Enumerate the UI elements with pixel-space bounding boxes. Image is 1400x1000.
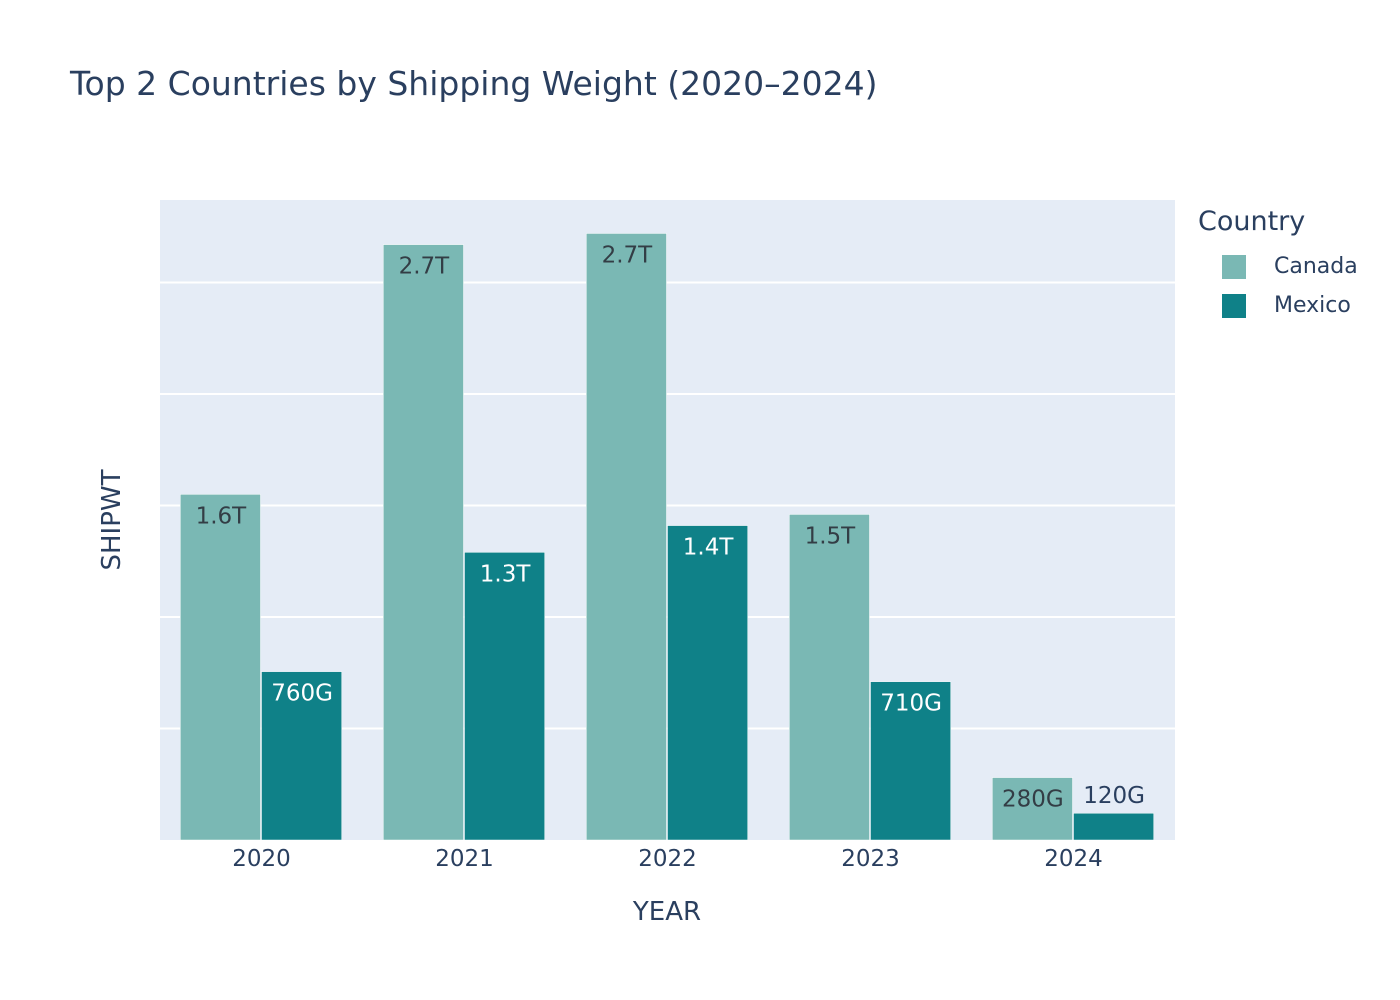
legend-swatch-mexico xyxy=(1222,293,1246,318)
x-tick-2020: 2020 xyxy=(232,846,291,872)
x-tick-2024: 2024 xyxy=(1044,846,1103,872)
data-label-mexico-2023: 710G xyxy=(880,691,942,717)
data-label-canada-2020: 1.6T xyxy=(196,503,248,529)
data-label-canada-2022: 2.7T xyxy=(602,242,654,268)
legend-title: Country xyxy=(1198,206,1306,237)
x-tick-2021: 2021 xyxy=(435,846,494,872)
legend-label-canada: Canada xyxy=(1274,254,1358,279)
legend-swatch-canada xyxy=(1222,254,1246,279)
x-tick-2022: 2022 xyxy=(638,846,697,872)
bar-canada-2023[interactable] xyxy=(789,514,870,841)
data-label-canada-2024: 280G xyxy=(1002,787,1064,813)
bars xyxy=(180,233,1154,841)
bar-mexico-2023[interactable] xyxy=(870,681,951,841)
bar-mexico-2020[interactable] xyxy=(261,671,342,841)
data-label-mexico-2024: 120G xyxy=(1083,783,1145,809)
data-label-mexico-2020: 760G xyxy=(271,681,333,707)
x-axis-title: YEAR xyxy=(632,897,701,927)
bar-canada-2022[interactable] xyxy=(586,233,667,841)
bar-mexico-2024[interactable] xyxy=(1073,812,1154,841)
x-tick-labels: 2020 2021 2022 2023 2024 xyxy=(232,846,1103,872)
data-label-canada-2023: 1.5T xyxy=(805,523,857,549)
bar-canada-2021[interactable] xyxy=(383,244,464,841)
chart-title: Top 2 Countries by Shipping Weight (2020… xyxy=(70,64,878,103)
data-label-mexico-2022: 1.4T xyxy=(683,535,735,561)
legend: Country Canada Mexico xyxy=(1198,206,1358,325)
legend-item-canada[interactable]: Canada xyxy=(1198,247,1358,286)
bar-canada-2020[interactable] xyxy=(180,494,261,841)
bar-canada-2024[interactable] xyxy=(992,777,1073,841)
x-tick-2023: 2023 xyxy=(841,846,900,872)
data-label-mexico-2021: 1.3T xyxy=(480,561,532,587)
bar-mexico-2022[interactable] xyxy=(667,525,748,841)
legend-item-mexico[interactable]: Mexico xyxy=(1198,286,1358,325)
bar-mexico-2021[interactable] xyxy=(464,552,545,841)
data-label-canada-2021: 2.7T xyxy=(399,254,451,280)
y-axis-title: SHIPWT xyxy=(97,469,127,570)
legend-label-mexico: Mexico xyxy=(1274,293,1351,318)
data-labels: 1.6T 760G 2.7T 1.3T 2.7T 1.4T 1.5T 710G 280G 120G xyxy=(196,242,1145,812)
